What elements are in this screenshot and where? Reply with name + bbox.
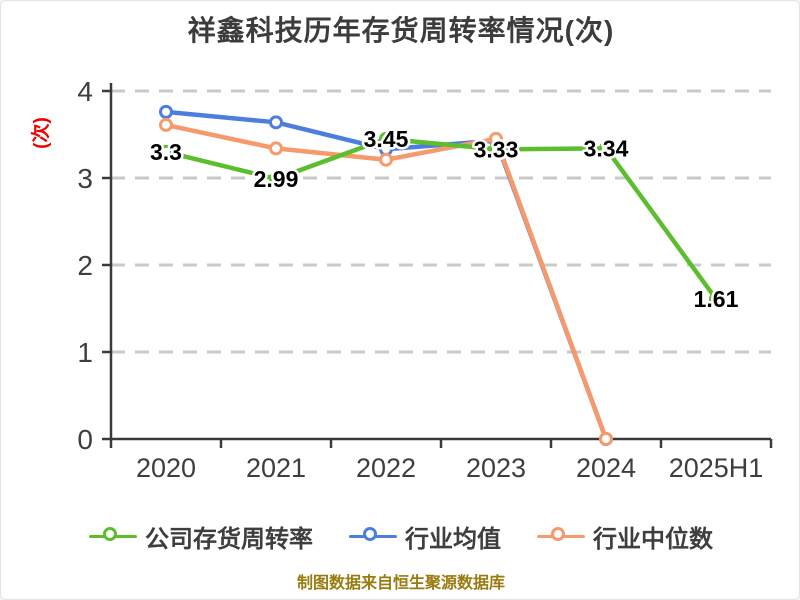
data-label: 3.45 — [364, 126, 409, 152]
series-line — [163, 136, 719, 302]
legend: 公司存货周转率 行业均值 行业中位数 — [1, 519, 799, 554]
legend-label-industry-median: 行业中位数 — [593, 526, 713, 553]
data-point — [269, 141, 283, 156]
data-point — [269, 171, 283, 186]
x-tick-label: 2024 — [576, 453, 636, 483]
data-point — [269, 115, 283, 130]
data-label: 1.61 — [694, 286, 739, 312]
y-tick-label: 3 — [77, 163, 93, 194]
data-point — [489, 142, 503, 157]
data-label: 3.3 — [150, 139, 182, 165]
data-point — [709, 291, 723, 306]
y-axis-unit-label: (次) — [29, 117, 52, 149]
data-point — [599, 141, 613, 156]
data-point — [379, 152, 393, 167]
line-chart-canvas: 0 1 2 3 4 2020 2021 2022 2023 2024 2025H1 (次) 3.3 2.9… — [29, 76, 773, 483]
data-label: 3.33 — [474, 136, 519, 162]
chart-title: 祥鑫科技历年存货周转率情况(次) — [187, 15, 615, 46]
x-tick-label: 2025H1 — [669, 453, 764, 483]
data-point — [599, 432, 613, 446]
data-point — [379, 131, 393, 146]
line-dot-marker-icon — [349, 526, 397, 548]
legend-item-company[interactable]: 公司存货周转率 — [89, 519, 313, 554]
y-tick-label: 2 — [77, 250, 93, 281]
x-tick-label: 2022 — [356, 453, 416, 483]
x-tick-label: 2023 — [466, 453, 526, 483]
data-point — [159, 117, 173, 132]
x-tick-label: 2020 — [136, 453, 196, 483]
data-point — [159, 104, 173, 119]
y-tick-label: 0 — [77, 424, 93, 455]
y-tick-label: 4 — [77, 76, 93, 107]
data-label: 3.34 — [584, 135, 629, 161]
legend-label-industry-mean: 行业均值 — [405, 526, 501, 553]
legend-item-industry-median[interactable]: 行业中位数 — [537, 519, 713, 554]
legend-item-industry-mean[interactable]: 行业均值 — [349, 519, 501, 554]
data-point — [159, 144, 173, 159]
series-line — [163, 122, 609, 442]
x-tick-label: 2021 — [246, 453, 306, 483]
line-dot-marker-icon — [537, 526, 585, 548]
line-dot-marker-icon — [89, 526, 137, 548]
data-source-note: 制图数据来自恒生聚源数据库 — [296, 575, 505, 592]
y-tick-label: 1 — [77, 337, 93, 368]
legend-label-company: 公司存货周转率 — [145, 526, 313, 553]
data-label: 2.99 — [254, 166, 299, 192]
